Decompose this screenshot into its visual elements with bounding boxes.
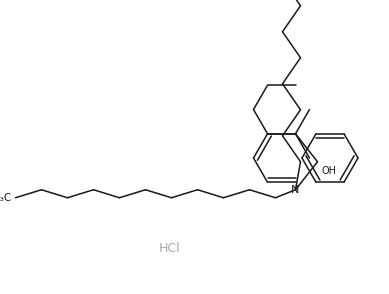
Text: OH: OH [321,166,336,176]
Text: H₃C: H₃C [0,193,12,203]
Text: N: N [291,185,300,195]
Text: HCl: HCl [159,241,181,255]
